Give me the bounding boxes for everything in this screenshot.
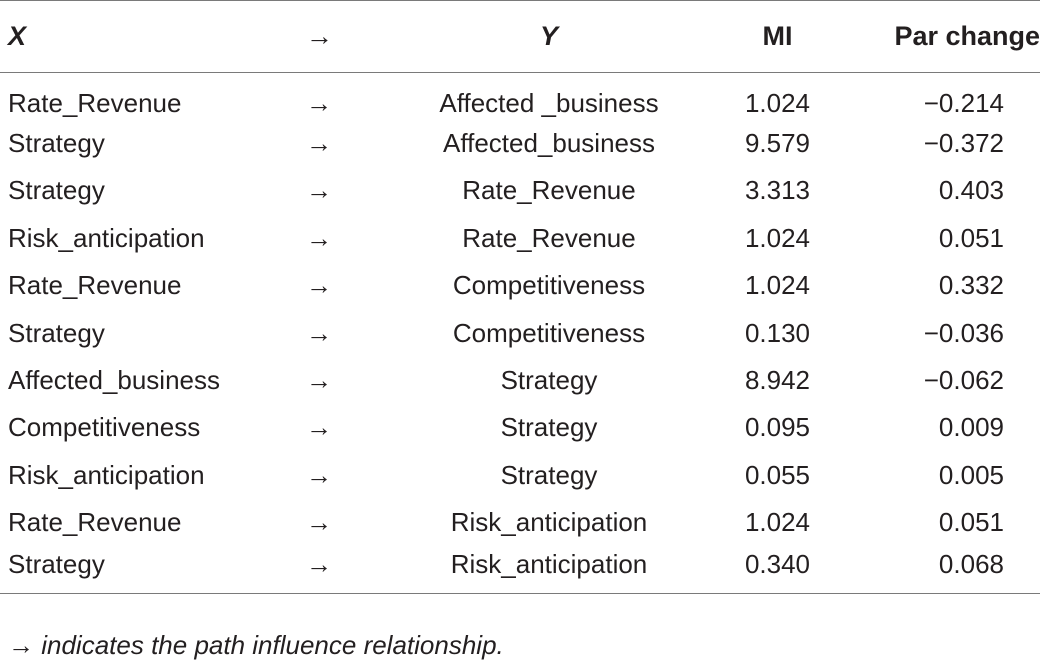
cell-arrow: → xyxy=(306,270,332,301)
cell-x: Strategy xyxy=(8,175,105,206)
cell-arrow: → xyxy=(306,128,332,159)
cell-par-change: −0.062 xyxy=(923,365,1004,396)
cell-par-change: 0.009 xyxy=(938,412,1004,443)
table-row: Strategy → Rate_Revenue 3.313 0.403 xyxy=(0,167,1040,214)
cell-arrow: → xyxy=(306,175,332,206)
cell-par-change: −0.372 xyxy=(923,128,1004,159)
cell-arrow: → xyxy=(306,507,332,538)
cell-mi: 0.130 xyxy=(744,317,811,348)
modification-indices-table: X → Y MI Par change Rate_Revenue → Affecte… xyxy=(0,0,1040,595)
footnote-arrow: → xyxy=(8,630,34,660)
cell-arrow: → xyxy=(306,459,332,490)
table-header: X → Y MI Par change xyxy=(0,0,1040,73)
cell-par-change: −0.036 xyxy=(923,317,1004,348)
cell-arrow: → xyxy=(306,222,332,253)
cell-arrow: → xyxy=(306,317,332,348)
cell-mi: 0.055 xyxy=(744,459,811,490)
header-x: X xyxy=(0,0,300,73)
header-row: X → Y MI Par change xyxy=(0,0,1040,73)
cell-y: Competitiveness xyxy=(452,270,646,301)
cell-mi: 8.942 xyxy=(744,365,811,396)
cell-par-change: −0.214 xyxy=(923,87,1004,118)
cell-x: Competitiveness xyxy=(8,412,201,443)
cell-y: Risk_anticipation xyxy=(360,546,720,595)
cell-x: Rate_Revenue xyxy=(8,270,182,301)
header-y: Y xyxy=(360,0,720,73)
cell-x: Rate_Revenue xyxy=(8,507,182,538)
cell-y: Competitiveness xyxy=(452,317,646,348)
cell-arrow: → xyxy=(306,87,332,118)
header-arrow: → xyxy=(300,0,360,73)
cell-y: Strategy xyxy=(500,365,598,396)
cell-x: Strategy xyxy=(0,546,300,595)
cell-par-change: 0.051 xyxy=(938,507,1004,538)
table-row: Risk_anticipation → Rate_Revenue 1.024 0.051 xyxy=(0,215,1040,262)
cell-mi: 1.024 xyxy=(744,270,811,301)
table-row: Affected_business → Strategy 8.942 −0.062 xyxy=(0,357,1040,404)
table-row: Rate_Revenue → Affected _business 1.024 −0.2… xyxy=(0,73,1040,120)
table-footnote: → indicates the path influence relations… xyxy=(8,630,504,661)
cell-mi: 0.095 xyxy=(744,412,811,443)
cell-y: Strategy xyxy=(500,412,598,443)
table-row: Strategy → Competitiveness 0.130 −0.036 xyxy=(0,309,1040,356)
cell-y: Affected _business xyxy=(439,87,659,118)
cell-y: Strategy xyxy=(500,459,598,490)
cell-arrow: → xyxy=(300,546,360,595)
cell-x: Risk_anticipation xyxy=(8,222,205,253)
cell-x: Risk_anticipation xyxy=(8,459,205,490)
cell-mi: 9.579 xyxy=(744,128,811,159)
cell-x: Strategy xyxy=(8,128,105,159)
cell-y: Affected_business xyxy=(443,128,655,159)
cell-y: Rate_Revenue xyxy=(462,222,636,253)
table-body: Rate_Revenue → Affected _business 1.024 −0.2… xyxy=(0,73,1040,595)
cell-arrow: → xyxy=(306,365,332,396)
cell-x: Rate_Revenue xyxy=(8,87,182,118)
cell-y: Rate_Revenue xyxy=(462,175,636,206)
cell-mi: 1.024 xyxy=(744,87,811,118)
cell-x: Affected_business xyxy=(8,365,220,396)
table-row: Rate_Revenue → Competitiveness 1.024 0.332 xyxy=(0,262,1040,309)
cell-x: Strategy xyxy=(8,317,105,348)
cell-par-change: 0.005 xyxy=(938,459,1004,490)
cell-mi: 1.024 xyxy=(744,507,811,538)
table-row: Rate_Revenue → Risk_anticipation 1.024 0.051 xyxy=(0,499,1040,546)
cell-par-change: 0.332 xyxy=(938,270,1004,301)
table-row: Competitiveness → Strategy 0.095 0.009 xyxy=(0,404,1040,451)
footnote-text: indicates the path influence relationshi… xyxy=(41,630,504,660)
table-row: Strategy → Affected_business 9.579 −0.372 xyxy=(0,120,1040,167)
cell-mi: 0.340 xyxy=(720,546,835,595)
header-mi: MI xyxy=(720,0,835,73)
table-row: Strategy → Risk_anticipation 0.340 0.068 xyxy=(0,546,1040,595)
cell-mi: 1.024 xyxy=(744,222,811,253)
cell-mi: 3.313 xyxy=(744,175,811,206)
header-par-change: Par change xyxy=(835,0,1040,73)
table-row: Risk_anticipation → Strategy 0.055 0.005 xyxy=(0,452,1040,499)
cell-par-change: 0.403 xyxy=(938,175,1004,206)
cell-y: Risk_anticipation xyxy=(450,507,648,538)
table-container: X → Y MI Par change Rate_Revenue → Affecte… xyxy=(0,0,1040,595)
cell-arrow: → xyxy=(306,412,332,443)
cell-par-change: 0.051 xyxy=(938,222,1004,253)
cell-par-change: 0.068 xyxy=(835,546,1040,595)
